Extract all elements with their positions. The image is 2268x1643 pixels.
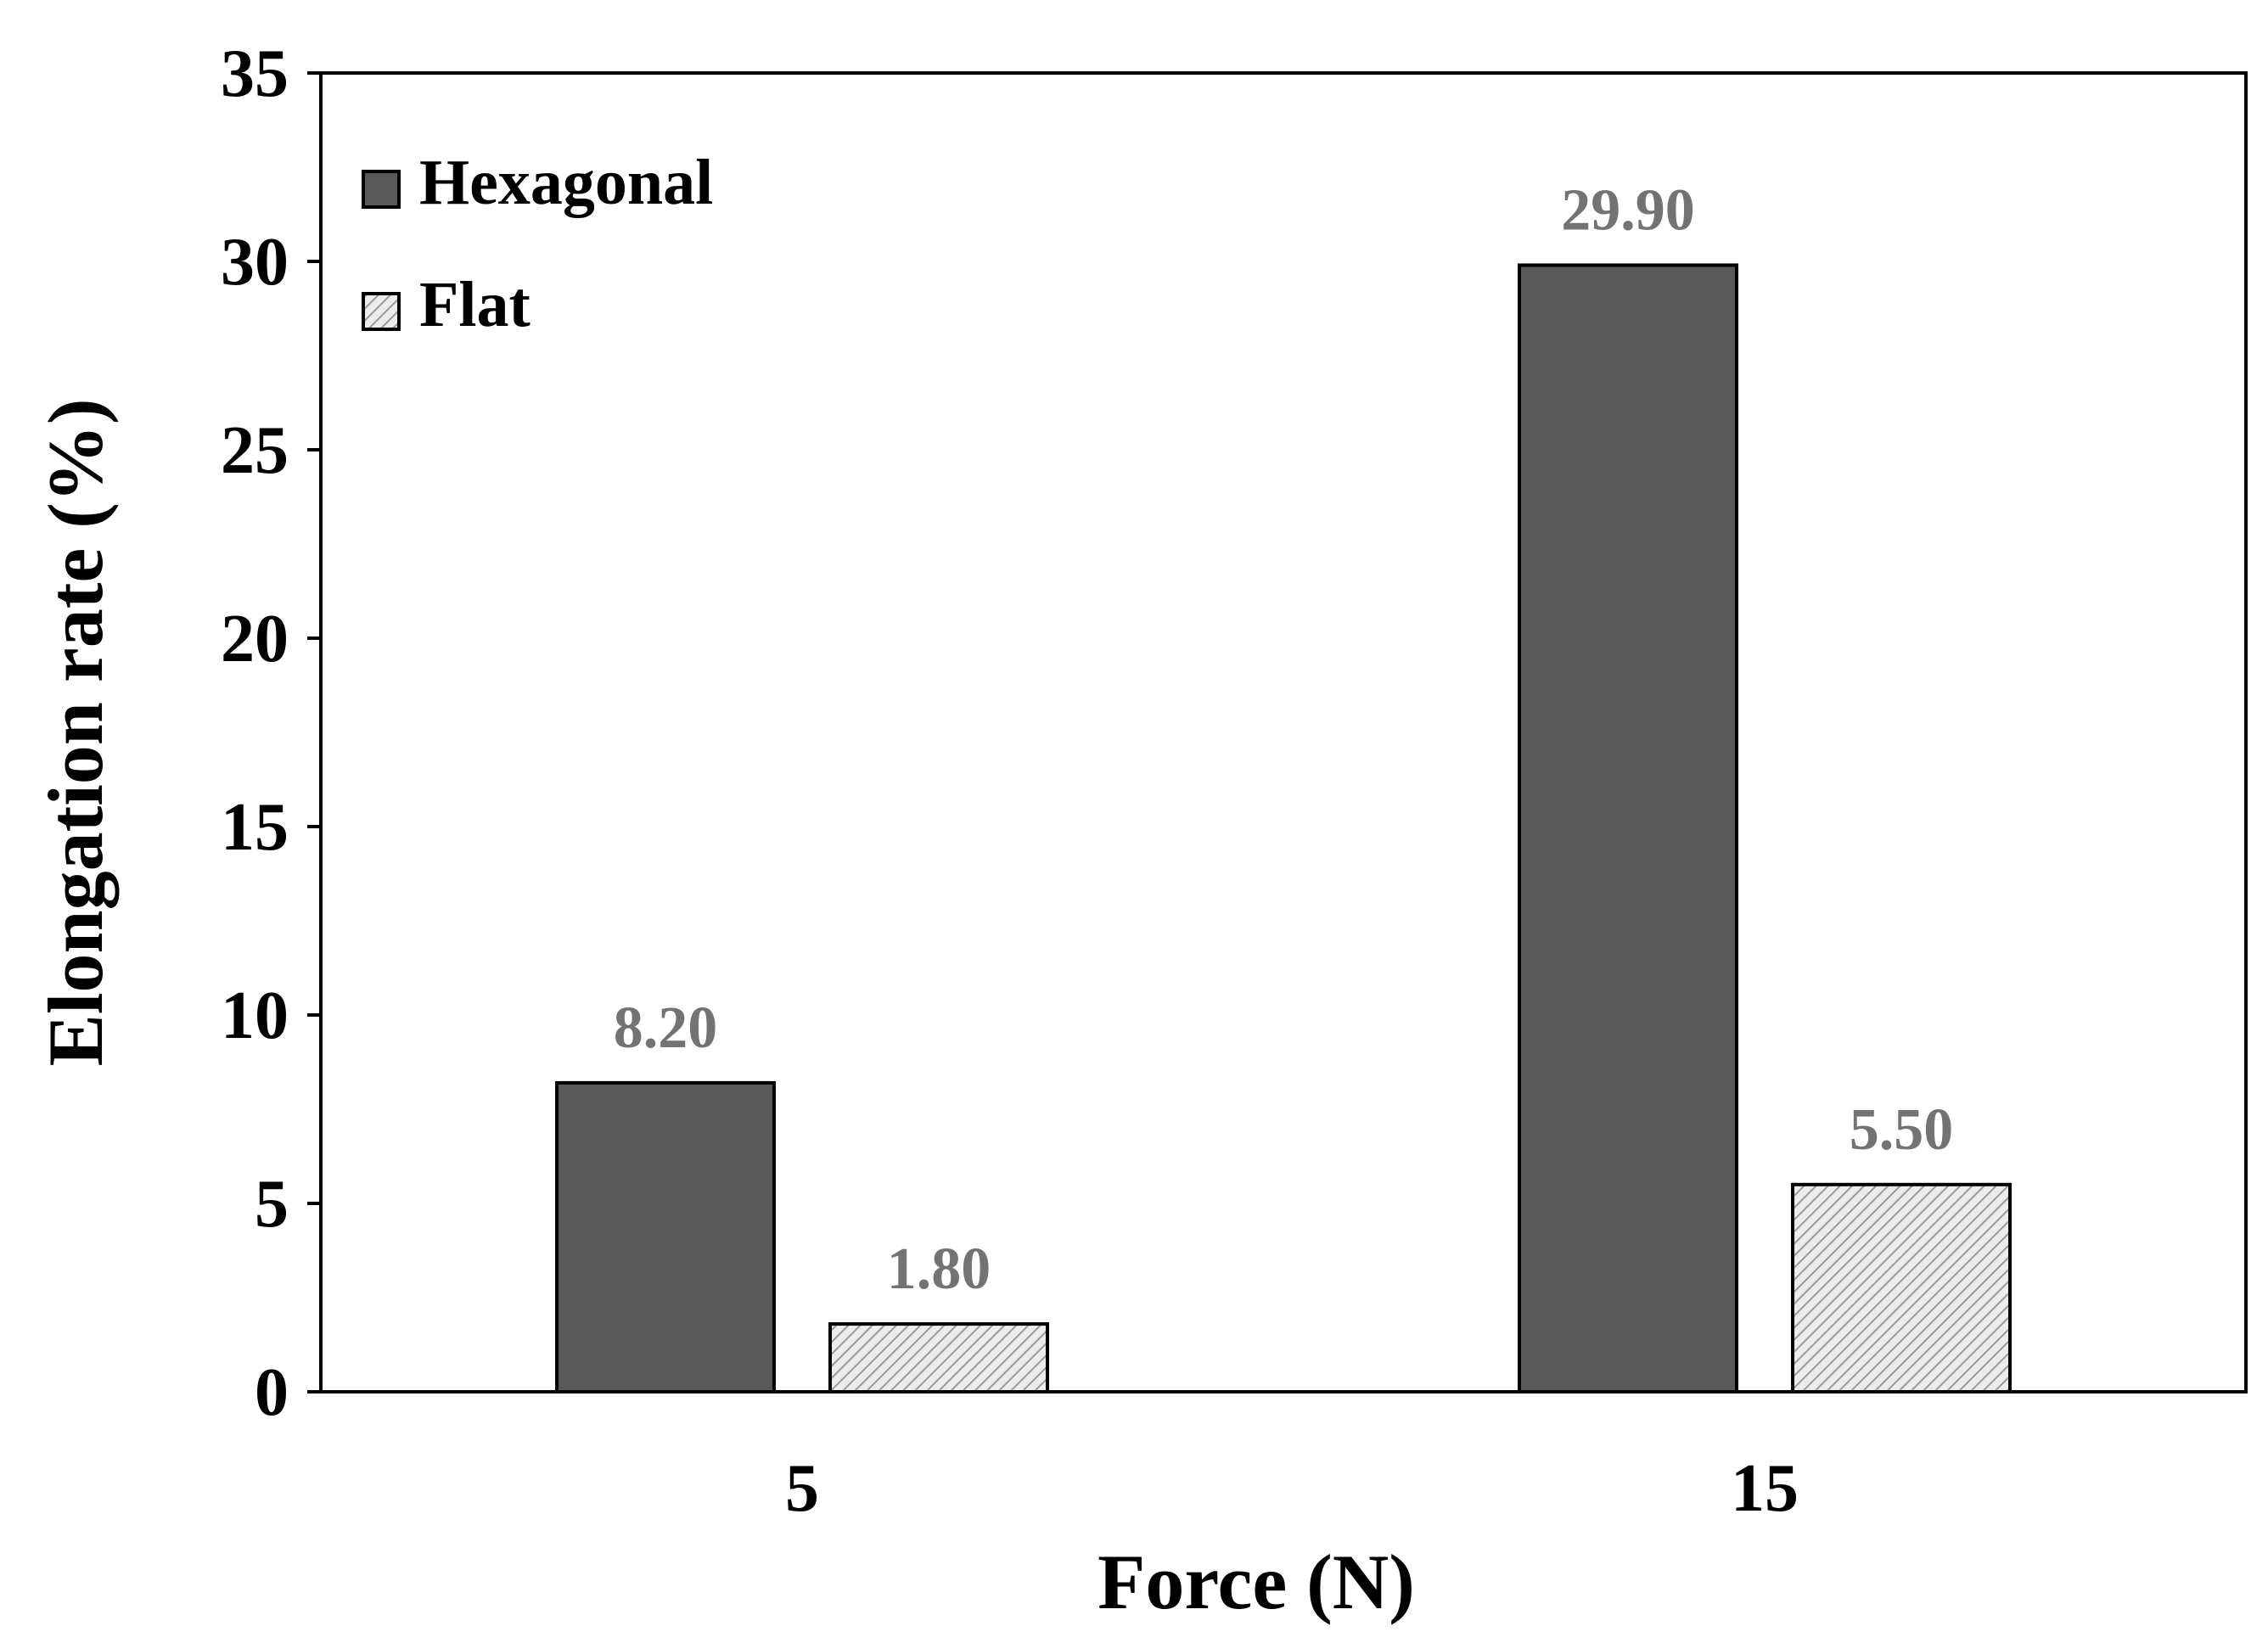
y-tick-label: 15 <box>221 790 289 865</box>
data-labels: 8.20 1.80 29.90 5.50 <box>614 177 1954 1302</box>
bar-hexagonal-5 <box>555 1080 776 1394</box>
bar-hexagonal-15 <box>1518 263 1738 1394</box>
data-label: 8.20 <box>614 995 718 1061</box>
data-label: 5.50 <box>1850 1097 1954 1163</box>
legend-label-flat: Flat <box>419 269 531 340</box>
data-label: 29.90 <box>1561 177 1695 243</box>
y-tick-label: 35 <box>221 36 289 111</box>
y-axis-ticks: 0 5 10 15 20 25 30 35 <box>221 36 321 1430</box>
y-axis-title: Elongation rate (%) <box>32 398 119 1066</box>
legend-swatch-flat <box>362 292 401 331</box>
legend-label-hexagonal: Hexagonal <box>419 147 713 218</box>
bar-flat-5 <box>828 1322 1049 1393</box>
x-tick-label: 15 <box>1731 1451 1799 1526</box>
y-tick-label: 20 <box>221 602 289 676</box>
y-tick-label: 25 <box>221 413 289 488</box>
y-tick-label: 30 <box>221 225 289 300</box>
x-axis-title: Force (N) <box>1098 1539 1415 1625</box>
y-tick-label: 5 <box>255 1167 289 1242</box>
bars <box>555 263 2012 1394</box>
data-label: 1.80 <box>887 1236 991 1302</box>
bar-flat-15 <box>1791 1182 2012 1394</box>
legend: Hexagonal Flat <box>362 147 713 340</box>
x-axis-ticks: 5 15 <box>785 1451 1799 1526</box>
y-tick-label: 0 <box>255 1355 289 1430</box>
legend-swatch-hexagonal <box>362 170 401 209</box>
x-tick-label: 5 <box>785 1451 819 1526</box>
y-tick-label: 10 <box>221 979 289 1053</box>
